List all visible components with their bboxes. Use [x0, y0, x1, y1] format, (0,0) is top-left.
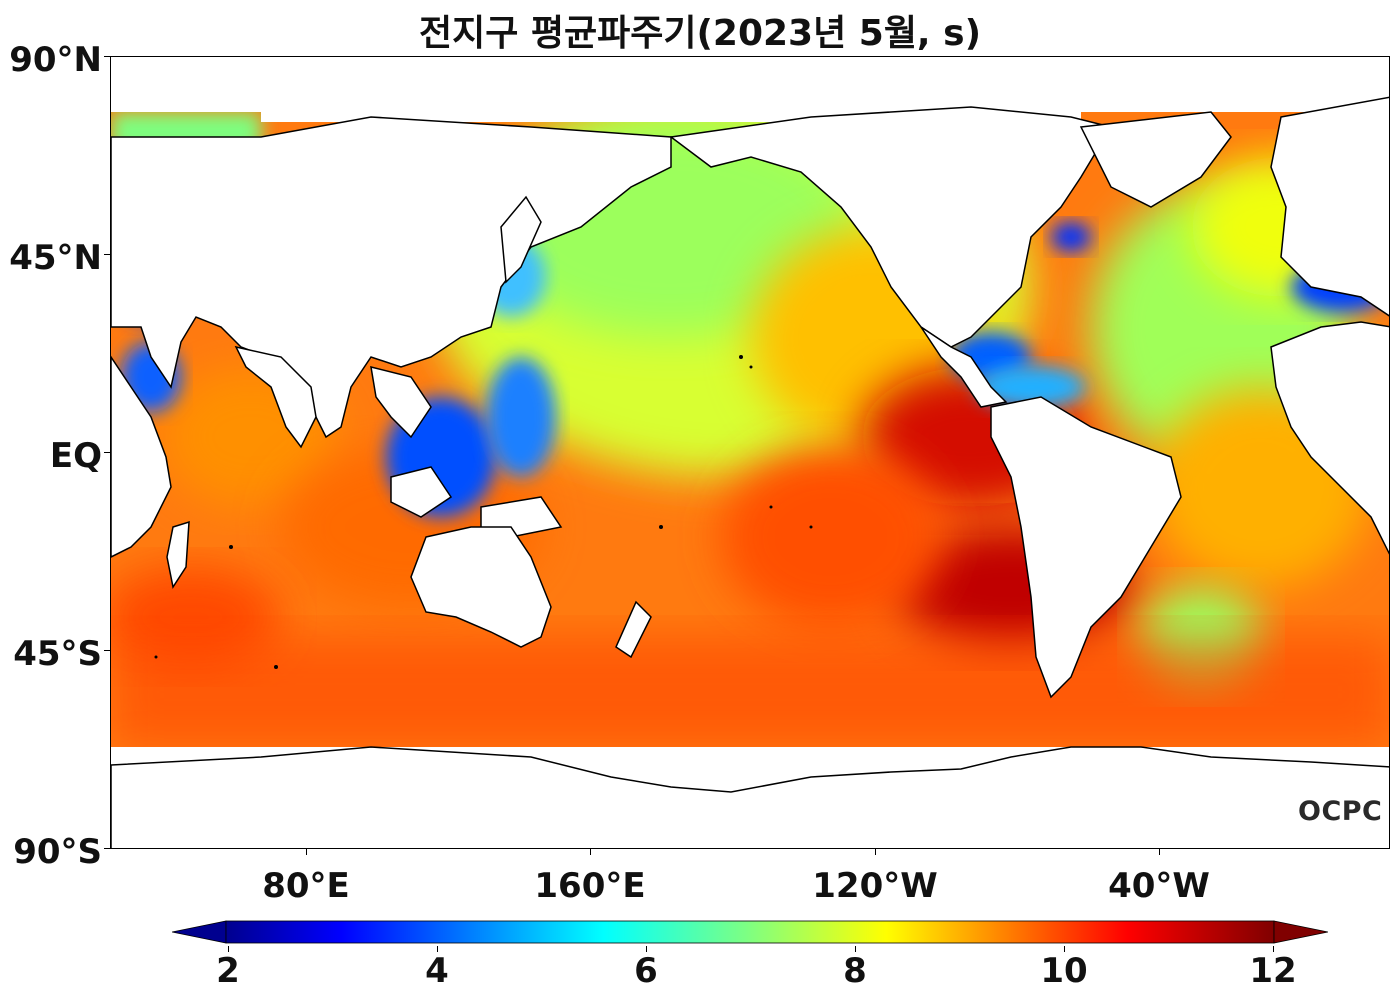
colorbar-extend-low [171, 920, 227, 944]
map-panel [110, 56, 1390, 849]
x-tick [590, 849, 591, 855]
y-tick [104, 452, 110, 453]
land-europe-right [1270, 96, 1389, 317]
y-label-45s: 45°S [13, 634, 102, 674]
land-india [234, 345, 317, 449]
colorbar-gradient [225, 920, 1275, 944]
y-tick [104, 254, 110, 255]
wave-period-map [111, 87, 1389, 848]
colorbar-label-12: 12 [1249, 951, 1297, 991]
land-africa-east [111, 355, 172, 558]
land-antarctica [111, 746, 1389, 848]
colorbar-tick [228, 946, 229, 952]
ocpc-logo: OCPC [1298, 796, 1383, 827]
land-australia [410, 526, 552, 648]
map-title: 전지구 평균파주기(2023년 5월, s) [418, 13, 982, 54]
colorbar-label-8: 8 [843, 951, 867, 991]
land-greenland [1079, 111, 1232, 208]
y-label-90s: 90°S [13, 832, 102, 872]
colorbar-label-10: 10 [1040, 951, 1088, 991]
land-japan [500, 195, 542, 284]
land-central-america [920, 326, 1008, 408]
colorbar-label-2: 2 [216, 951, 240, 991]
colorbar-extend-high [1273, 920, 1329, 944]
land-borneo-sumatra [390, 466, 453, 518]
land-southeast-asia [370, 365, 432, 439]
colorbar-label-6: 6 [634, 951, 658, 991]
colorbar-tick [1273, 946, 1274, 952]
x-tick [875, 849, 876, 855]
colorbar-tick [437, 946, 438, 952]
colorbar-tick [646, 946, 647, 952]
colorbar-label-4: 4 [425, 951, 449, 991]
x-tick [1159, 849, 1160, 855]
x-label-120w: 120°W [812, 866, 938, 906]
y-label-45n: 45°N [9, 238, 102, 278]
colorbar [171, 918, 1329, 946]
landmasses [111, 96, 1389, 848]
colorbar-tick [855, 946, 856, 952]
x-tick [306, 849, 307, 855]
x-label-160e: 160°E [534, 866, 646, 906]
land-madagascar [166, 520, 190, 589]
land-new-zealand [615, 600, 652, 659]
land-africa-right [1270, 321, 1389, 555]
land-asia-africa [111, 116, 672, 439]
y-tick [104, 650, 110, 651]
y-tick [104, 848, 110, 849]
y-label-90n: 90°N [9, 40, 102, 80]
y-label-eq: EQ [49, 436, 102, 476]
x-label-40w: 40°W [1108, 866, 1210, 906]
y-tick [104, 56, 110, 57]
land-north-america [669, 106, 1113, 348]
islands [154, 355, 813, 669]
x-label-80e: 80°E [262, 866, 350, 906]
colorbar-tick [1064, 946, 1065, 952]
land-south-america [990, 396, 1182, 699]
